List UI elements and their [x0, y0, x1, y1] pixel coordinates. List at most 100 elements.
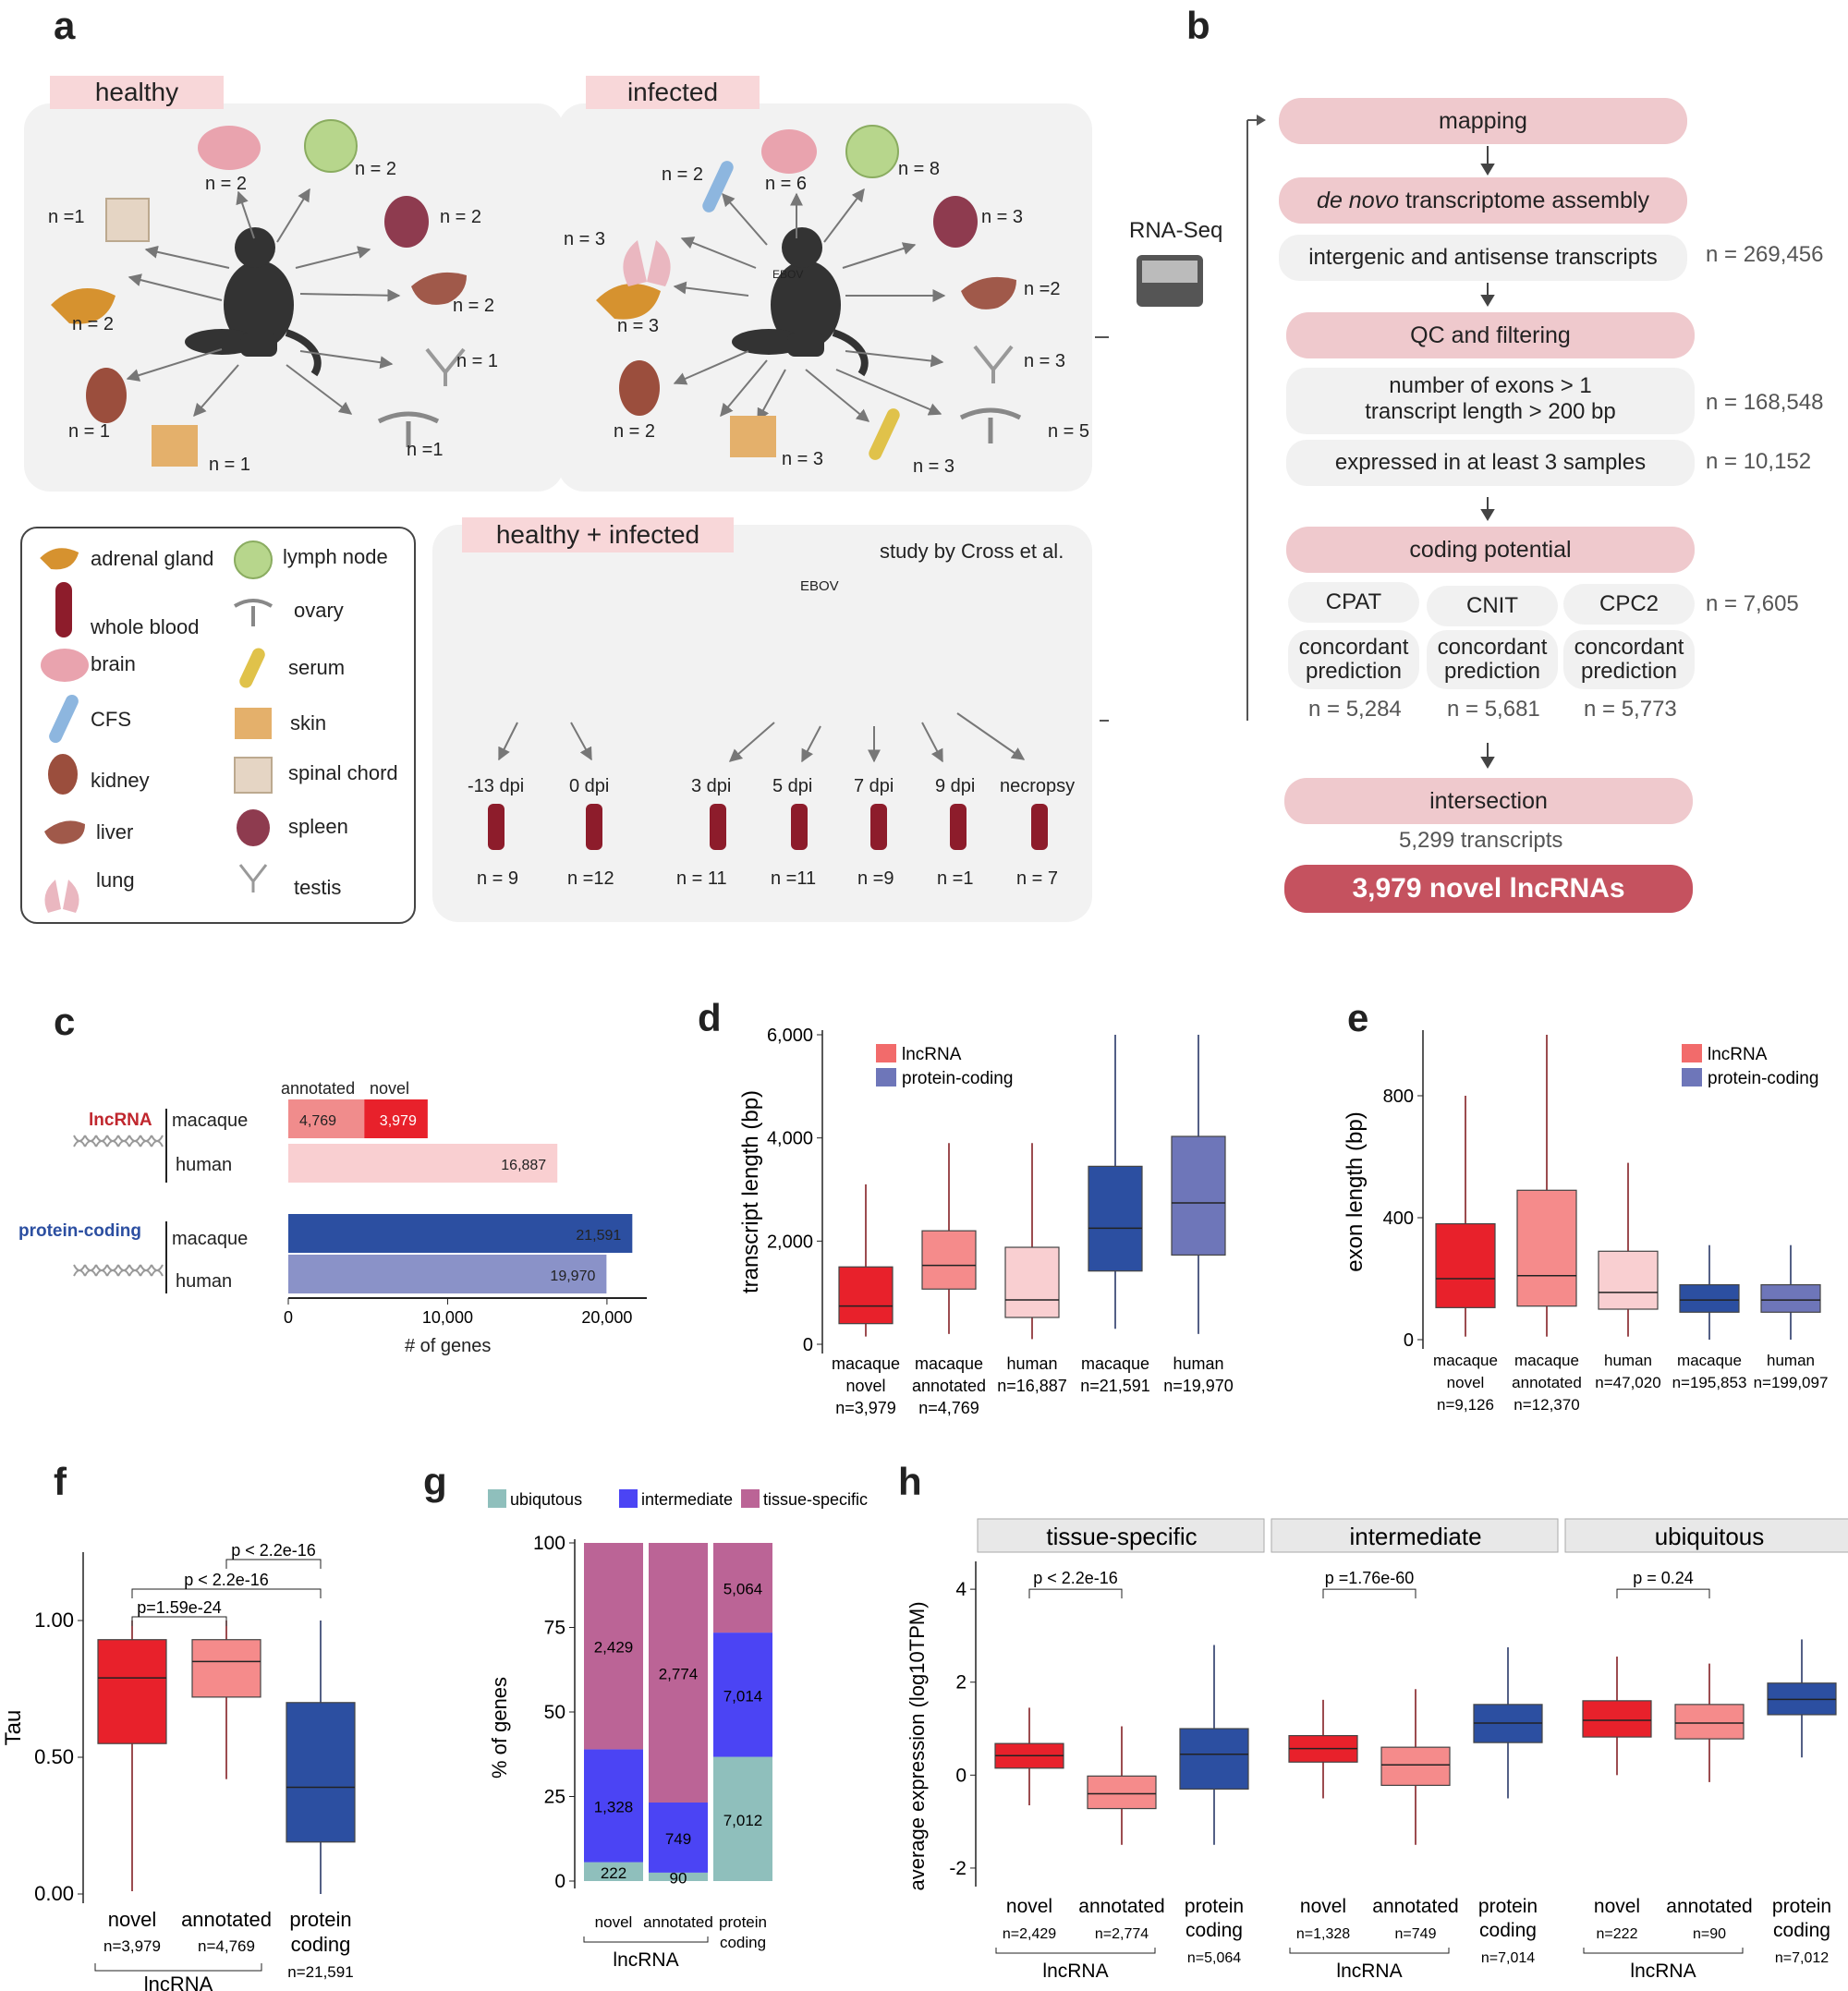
h-pval-0: p < 2.2e-16 — [1033, 1569, 1118, 1587]
d-cat-3-0: macaque — [1081, 1354, 1149, 1373]
virus-label: EBOV — [772, 268, 804, 281]
chart-g: 0 25 50 75 100 % of genes 222 1,328 2,429 90 749 2,… — [488, 1489, 868, 1971]
count-inf-kidney: n = 2 — [614, 421, 656, 442]
h-strip-0 — [977, 1518, 1265, 1553]
chart-c: 4,769 3,979 16,887 21,591 19,970 0 10,000 20,00… — [73, 1099, 647, 1327]
panel-label-h: h — [898, 1460, 922, 1503]
h-tick-label-2: 2 — [955, 1672, 967, 1694]
g-seg-label-0-2: 2,429 — [594, 1639, 634, 1657]
g-cat-0: novel — [595, 1913, 633, 1931]
h-group-label-1: lncRNA — [1336, 1961, 1402, 1982]
h-pval-2: p = 0.24 — [1633, 1569, 1694, 1587]
h-group-bracket-2 — [1583, 1948, 1744, 1954]
panel-label-g: g — [423, 1460, 447, 1503]
h0-box-2 — [1179, 1728, 1249, 1791]
g-legend-swatch-2 — [741, 1489, 760, 1508]
g-seg-0-2 — [584, 1543, 643, 1750]
c-tick-label-2: 20,000 — [581, 1308, 632, 1327]
organ-icons-healthy — [51, 119, 467, 467]
h2-box-0 — [1582, 1700, 1652, 1738]
g-legend-1: intermediate — [641, 1490, 733, 1509]
c-row-macaque-lnc: macaque — [172, 1111, 249, 1131]
g-seg-label-1-1: 749 — [665, 1830, 691, 1848]
g-tick-label-4: 100 — [533, 1533, 565, 1554]
g-ylabel: % of genes — [488, 1677, 511, 1779]
e-cat-1-2: n=12,370 — [1514, 1396, 1579, 1414]
h-cat-pc1-1: protein — [1478, 1896, 1538, 1917]
c-xlabel: # of genes — [405, 1336, 492, 1356]
f-pval-1: p < 2.2e-16 — [184, 1571, 269, 1589]
c-pc-label: protein-coding — [18, 1221, 141, 1241]
legend-adrenal-gland: adrenal gland — [91, 547, 214, 570]
panel-label-b: b — [1186, 4, 1210, 47]
dna-icon-b-1-6 — [140, 1269, 152, 1277]
dna-icon-b-0-5 — [128, 1140, 141, 1147]
d-legend-swatch-lnc — [876, 1044, 896, 1062]
d-cat-3-1: n=21,591 — [1080, 1377, 1150, 1395]
f-tick-label-1: 0.50 — [34, 1745, 74, 1768]
denovo-italic: de novo — [1317, 188, 1400, 213]
d-tick-label-1: 2,000 — [767, 1232, 813, 1252]
h-strip-1 — [1270, 1518, 1559, 1553]
c-col-annotated: annotated — [281, 1079, 356, 1098]
tp-count-5: n =1 — [937, 868, 974, 889]
c-bar-0-0 — [288, 1099, 365, 1138]
c-bar-label-2-0: 21,591 — [576, 1228, 621, 1244]
final-lncrna-count: 3,979 novel lncRNAs — [1284, 865, 1693, 913]
h-n1-1: n=749 — [1395, 1926, 1437, 1942]
organ-icons-infected — [596, 125, 1022, 460]
n-expressed: n = 10,152 — [1706, 449, 1812, 474]
e-box-0 — [1435, 1223, 1496, 1308]
f-tick-label-0: 0.00 — [34, 1882, 74, 1905]
count-lymph: n = 2 — [355, 159, 397, 179]
f-sig-bracket-2 — [225, 1559, 322, 1569]
h2-box-1 — [1674, 1704, 1745, 1740]
h-n2-2: n=7,012 — [1775, 1950, 1829, 1966]
prediction-text-1: prediction — [1305, 659, 1403, 684]
g-seg-label-2-1: 7,014 — [723, 1687, 763, 1705]
count-ovary: n =1 — [407, 440, 444, 460]
d-ylabel: transcript length (bp) — [738, 1090, 763, 1293]
e-cat-3-0: macaque — [1677, 1352, 1742, 1369]
dna-icon-b-0-4 — [117, 1140, 130, 1147]
tp-0: 0 dpi — [569, 776, 610, 796]
f-n-2: n=21,591 — [287, 1963, 353, 1981]
dna-icon-b-1-7 — [151, 1269, 164, 1277]
h-n2-1: n=7,014 — [1481, 1950, 1535, 1966]
tp-count-6: n = 7 — [1016, 868, 1059, 889]
count-inf-brain: n = 6 — [765, 174, 808, 194]
g-seg-label-2-0: 7,012 — [723, 1812, 763, 1829]
e-cat-1-1: annotated — [1512, 1374, 1582, 1391]
denovo-rest: transcriptome assembly — [1399, 188, 1649, 213]
count-testis: n = 1 — [456, 351, 499, 371]
e-box-4 — [1760, 1284, 1821, 1313]
count-adrenal: n = 2 — [72, 314, 115, 334]
tool-cpat: CPAT — [1288, 582, 1419, 623]
count-inf-liver: n =2 — [1024, 279, 1061, 299]
tool-cpc2: CPC2 — [1563, 584, 1695, 625]
d-cat-2-0: human — [1006, 1354, 1057, 1373]
legend-icons-right — [233, 540, 274, 892]
e-legend-pc: protein-coding — [1708, 1069, 1818, 1088]
h-strip-label-0: tissue-specific — [1046, 1523, 1197, 1550]
c-bar-label-0-0: 4,769 — [299, 1113, 336, 1129]
panel-a-graphics — [51, 119, 1109, 924]
d-box-3 — [1088, 1165, 1143, 1272]
e-cat-3-1: n=195,853 — [1672, 1374, 1747, 1391]
count-inf-spleen: n = 3 — [981, 207, 1024, 227]
legend-kidney: kidney — [91, 769, 150, 792]
transcripts-count: 5,299 transcripts — [1399, 828, 1563, 853]
h-pval-1: p =1.76e-60 — [1325, 1569, 1415, 1587]
h-strip-label-1: intermediate — [1349, 1523, 1481, 1550]
count-spinal: n =1 — [48, 207, 85, 227]
g-seg-1-1 — [649, 1803, 708, 1873]
g-tick-label-1: 25 — [544, 1787, 565, 1808]
panel-label-d: d — [698, 996, 722, 1039]
legend-cfs: CFS — [91, 708, 131, 731]
study-label: study by Cross et al. — [880, 540, 1064, 563]
e-cat-2-0: human — [1604, 1352, 1652, 1369]
legend-spinal-chord: spinal chord — [288, 761, 398, 784]
h-tick-label-0: -2 — [949, 1858, 967, 1879]
g-seg-label-0-1: 1,328 — [594, 1799, 634, 1816]
panel-label-f: f — [54, 1460, 67, 1503]
